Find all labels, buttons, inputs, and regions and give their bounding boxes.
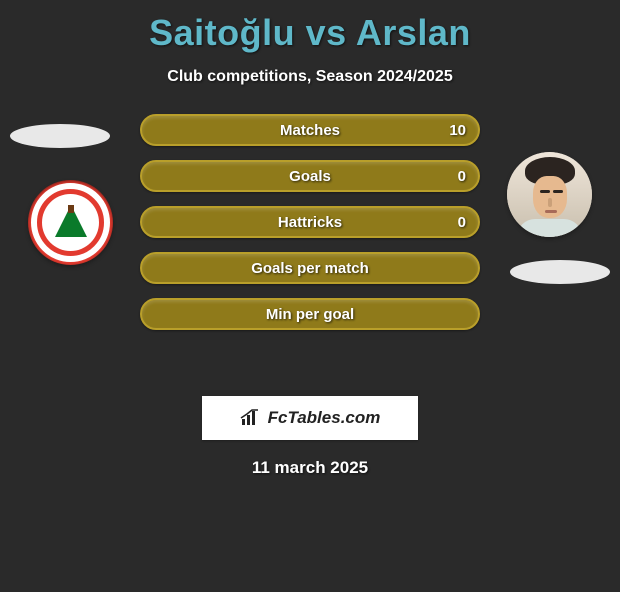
player-right-shadow-ellipse — [510, 260, 610, 284]
stat-bar-hattricks: Hattricks 0 — [140, 206, 480, 238]
eyebrow-left-icon — [540, 190, 550, 193]
stat-right-value: 0 — [458, 162, 466, 190]
jersey-icon — [517, 219, 582, 237]
eyebrow-right-icon — [553, 190, 563, 193]
stat-bar-min-per-goal: Min per goal — [140, 298, 480, 330]
stat-label: Goals per match — [142, 254, 478, 282]
stat-label: Min per goal — [142, 300, 478, 328]
branding-box: FcTables.com — [202, 396, 418, 440]
stat-label: Matches — [142, 116, 478, 144]
tree-icon — [55, 205, 87, 237]
stat-right-value: 10 — [449, 116, 466, 144]
comparison-stage: Matches 10 Goals 0 Hattricks 0 Goals per… — [0, 114, 620, 374]
stat-bar-goals-per-match: Goals per match — [140, 252, 480, 284]
mouth-icon — [545, 210, 557, 213]
stat-bar-goals: Goals 0 — [140, 160, 480, 192]
stat-bars: Matches 10 Goals 0 Hattricks 0 Goals per… — [140, 114, 480, 330]
stat-bar-matches: Matches 10 — [140, 114, 480, 146]
stat-label: Goals — [142, 162, 478, 190]
stat-right-value: 0 — [458, 208, 466, 236]
page-title: Saitoğlu vs Arslan — [0, 12, 620, 54]
bar-chart-icon — [240, 409, 262, 427]
footer-date: 11 march 2025 — [0, 458, 620, 478]
crest-inner-icon — [42, 194, 99, 251]
nose-icon — [548, 198, 552, 207]
player-left-shadow-ellipse — [10, 124, 110, 148]
page-subtitle: Club competitions, Season 2024/2025 — [0, 68, 620, 86]
player-left-portrait — [28, 180, 113, 265]
stat-label: Hattricks — [142, 208, 478, 236]
branding-text: FcTables.com — [268, 408, 381, 428]
player-right-portrait — [507, 152, 592, 237]
